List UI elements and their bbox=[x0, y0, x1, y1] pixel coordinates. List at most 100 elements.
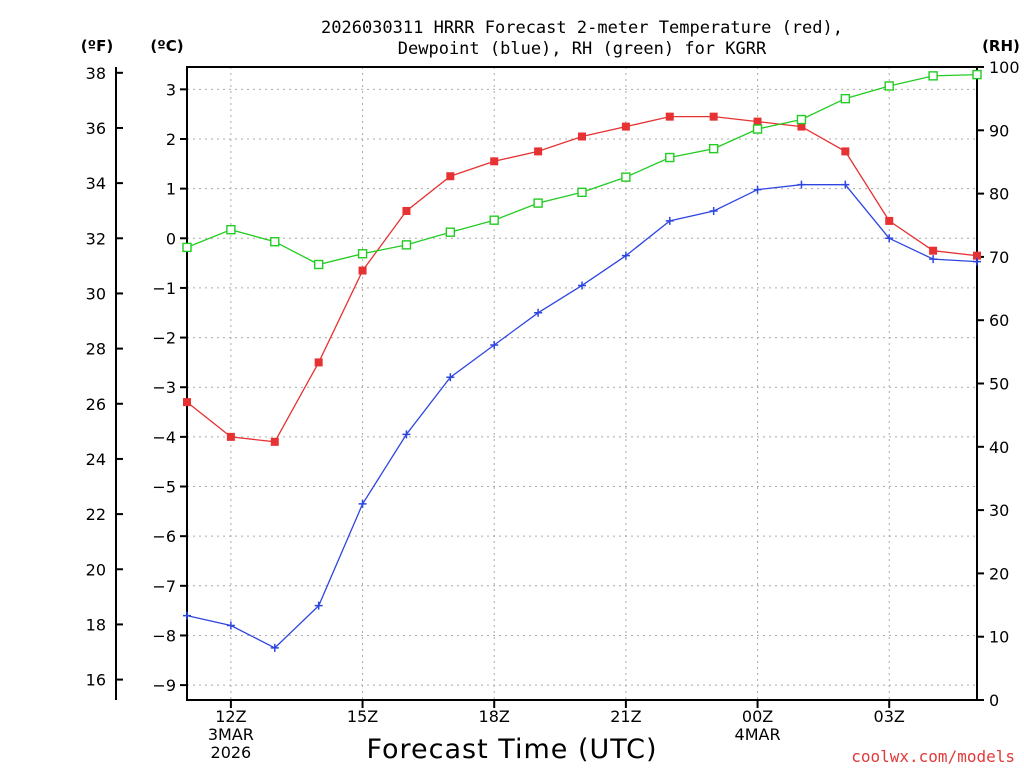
fahrenheit-tick-label: 22 bbox=[86, 505, 106, 524]
x-tick-label: 12Z bbox=[215, 707, 246, 726]
temperature-point bbox=[973, 251, 981, 260]
x-tick-label: 03Z bbox=[874, 707, 905, 726]
fahrenheit-tick-label: 38 bbox=[86, 64, 106, 83]
rh-tick-label: 10 bbox=[989, 628, 1009, 647]
dewpoint-point bbox=[226, 621, 235, 630]
rh-point bbox=[796, 114, 807, 125]
x-tick-label: 21Z bbox=[610, 707, 641, 726]
dewpoint-point bbox=[314, 601, 323, 610]
celsius-tick-label: 3 bbox=[166, 80, 176, 99]
rh-point bbox=[357, 249, 368, 259]
rh-tick-label: 0 bbox=[989, 691, 999, 710]
chart-title-line-1: 2026030311 HRRR Forecast 2-meter Tempera… bbox=[321, 18, 843, 38]
temperature-point bbox=[885, 216, 894, 225]
rh-point bbox=[533, 198, 543, 208]
rh-tick-label: 40 bbox=[989, 438, 1009, 457]
fahrenheit-tick-label: 34 bbox=[86, 174, 106, 193]
dewpoint-line bbox=[186, 184, 978, 649]
dewpoint-point bbox=[490, 341, 499, 350]
temperature-point bbox=[753, 117, 762, 126]
dewpoint-point bbox=[753, 185, 762, 194]
rh-tick-label: 60 bbox=[989, 311, 1009, 330]
x-tick-label: 00Z bbox=[742, 707, 773, 726]
temperature-point bbox=[709, 112, 718, 121]
rh-unit-label: (RH) bbox=[982, 37, 1020, 55]
celsius-unit-label: (ºC) bbox=[150, 37, 183, 55]
fahrenheit-tick-label: 32 bbox=[86, 229, 106, 248]
dewpoint-point bbox=[621, 251, 630, 260]
temperature-line bbox=[186, 115, 978, 443]
dewpoint-point bbox=[270, 643, 279, 652]
celsius-tick-label: −4 bbox=[152, 428, 176, 447]
celsius-tick-label: −8 bbox=[152, 626, 176, 645]
dewpoint-point bbox=[797, 180, 806, 189]
celsius-tick-label: 1 bbox=[166, 180, 176, 199]
rh-point bbox=[840, 93, 851, 104]
fahrenheit-tick-label: 20 bbox=[86, 560, 106, 579]
fahrenheit-unit-label: (ºF) bbox=[81, 37, 113, 55]
temperature-point bbox=[358, 266, 367, 275]
celsius-tick-label: −3 bbox=[152, 378, 176, 397]
series-layer bbox=[182, 69, 982, 652]
temperature-point bbox=[841, 147, 850, 156]
fahrenheit-tick-label: 30 bbox=[86, 284, 106, 303]
celsius-tick-label: −1 bbox=[152, 279, 176, 298]
rh-point bbox=[665, 152, 675, 163]
celsius-tick-label: −9 bbox=[152, 676, 176, 695]
rh-line bbox=[186, 73, 978, 266]
x-tick-label: 2026 bbox=[211, 743, 252, 762]
rh-point bbox=[182, 242, 192, 253]
temperature-point bbox=[797, 122, 806, 131]
fahrenheit-tick-label: 36 bbox=[86, 119, 106, 138]
rh-point bbox=[928, 71, 938, 81]
celsius-tick-label: 2 bbox=[166, 130, 176, 149]
rh-tick-label: 20 bbox=[989, 564, 1009, 583]
rh-tick-label: 90 bbox=[989, 121, 1009, 140]
rh-point bbox=[884, 81, 894, 91]
temperature-point bbox=[270, 437, 279, 446]
x-tick-label: 15Z bbox=[347, 707, 378, 726]
temperature-point bbox=[534, 147, 543, 156]
plot-frame bbox=[186, 66, 978, 701]
celsius-tick-label: 0 bbox=[166, 229, 176, 248]
dewpoint-point bbox=[885, 234, 894, 243]
rh-point bbox=[401, 240, 412, 250]
rh-point bbox=[577, 187, 587, 198]
x-tick-label: 4MAR bbox=[735, 725, 781, 744]
watermark: coolwx.com/models bbox=[851, 747, 1015, 766]
rh-point bbox=[708, 143, 719, 154]
celsius-tick-label: −5 bbox=[152, 478, 176, 497]
dewpoint-point bbox=[183, 611, 191, 620]
rh-tick-label: 50 bbox=[989, 375, 1009, 394]
temperature-point bbox=[929, 246, 938, 255]
rh-tick-label: 80 bbox=[989, 185, 1009, 204]
celsius-tick-label: −2 bbox=[152, 329, 176, 348]
rh-point bbox=[972, 69, 982, 80]
rh-tick-label: 30 bbox=[989, 501, 1009, 520]
x-tick-label: 3MAR bbox=[208, 725, 254, 744]
rh-point bbox=[445, 227, 456, 237]
dewpoint-point bbox=[973, 257, 981, 266]
temperature-point bbox=[183, 398, 191, 407]
dewpoint-point bbox=[709, 206, 718, 215]
chart-title-line-2: Dewpoint (blue), RH (green) for KGRR bbox=[398, 39, 767, 59]
temperature-point bbox=[402, 206, 411, 215]
fahrenheit-tick-label: 28 bbox=[86, 340, 106, 359]
dewpoint-point bbox=[534, 308, 543, 317]
rh-point bbox=[489, 215, 499, 225]
temperature-point bbox=[226, 432, 235, 441]
dewpoint-point bbox=[578, 281, 586, 290]
rh-point bbox=[313, 259, 324, 270]
dewpoint-point bbox=[841, 180, 850, 189]
rh-point bbox=[621, 172, 631, 182]
temperature-point bbox=[490, 157, 499, 166]
dewpoint-point bbox=[402, 430, 411, 439]
temperature-point bbox=[446, 172, 455, 181]
rh-tick-label: 70 bbox=[989, 248, 1009, 267]
grid-lines bbox=[187, 67, 977, 700]
fahrenheit-tick-label: 26 bbox=[86, 395, 106, 414]
temperature-point bbox=[621, 122, 630, 131]
fahrenheit-tick-label: 16 bbox=[86, 671, 106, 690]
dewpoint-point bbox=[665, 216, 674, 225]
